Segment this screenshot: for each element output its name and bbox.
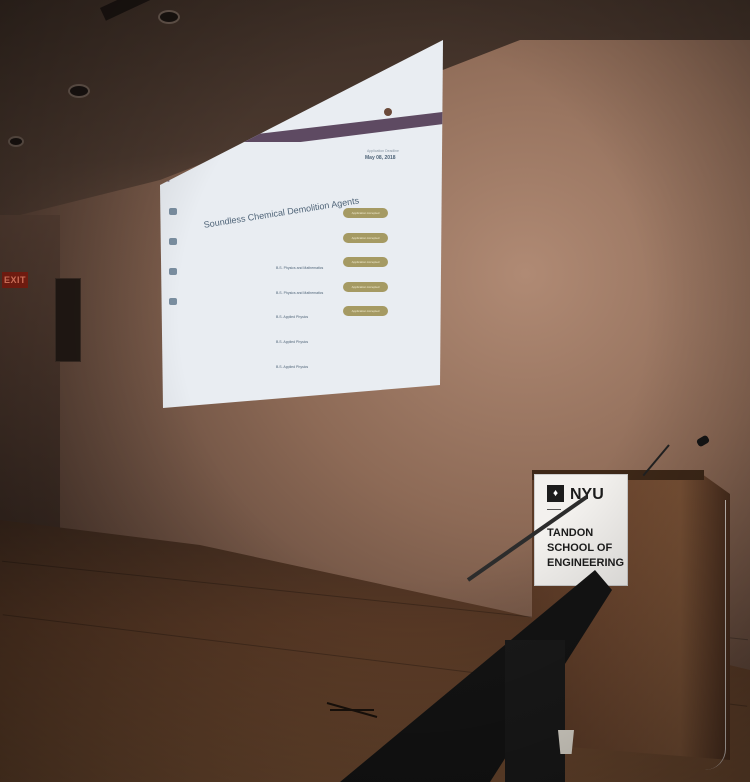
sign-line-3: ENGINEERING [547, 557, 625, 569]
sign-line-1: TANDON [547, 527, 594, 539]
applicant-degree: B.S. Physics and Mathematics [276, 290, 324, 295]
applicant-degree: B.S. Physics and Mathematics [276, 266, 324, 270]
application-action-button[interactable]: Application Accepted [343, 257, 388, 267]
application-action-button[interactable]: Application Accepted [343, 306, 388, 316]
sidebar-icon[interactable] [169, 298, 177, 305]
paper-cup [558, 730, 574, 754]
stage-mark-x [326, 702, 378, 718]
page-title: Soundless Chemical Demolition Agents [203, 195, 360, 230]
wall-panel [55, 278, 81, 362]
deadline-label: Application Deadline [367, 149, 399, 153]
sign-line-2: SCHOOL OF [547, 542, 613, 554]
table-row: B.S. Applied Physics Application Accepted [186, 306, 426, 390]
ceiling-light [158, 10, 180, 24]
podium: ♦ NYU TANDON SCHOOL OF ENGINEERING [532, 470, 732, 770]
applicant-degree: B.S. Applied Physics [276, 315, 309, 320]
podium-sign: ♦ NYU TANDON SCHOOL OF ENGINEERING [534, 474, 628, 586]
sign-divider [547, 509, 561, 510]
user-avatar [384, 108, 392, 116]
application-action-button[interactable]: Application Accepted [343, 208, 388, 218]
applicant-degree: B.S. Applied Physics [276, 364, 309, 369]
sidebar [166, 200, 186, 390]
table-row: B.S. Physics and Mathematics Application … [186, 208, 426, 286]
table-row: B.S. Applied Physics Application Accepted [186, 257, 426, 338]
applicant-degree: B.S. Applied Physics [276, 340, 309, 345]
table-row: B.S. Applied Physics Application Accepted [186, 281, 426, 364]
application-action-button[interactable]: Application Accepted [343, 232, 388, 243]
app-logo: ■ [166, 178, 170, 184]
nyu-torch-icon: ♦ [547, 485, 564, 502]
sidebar-icon[interactable] [169, 238, 177, 245]
application-action-button[interactable]: Application Accepted [343, 281, 388, 292]
sidebar-icon[interactable] [169, 268, 177, 275]
deadline-date: May 08, 2018 [365, 155, 396, 161]
left-wall [0, 215, 60, 545]
sidebar-icon[interactable] [169, 208, 177, 215]
ceiling-light [68, 84, 90, 98]
microphone-cable [705, 500, 726, 770]
ceiling-light [8, 136, 24, 147]
exit-sign: EXIT [2, 272, 28, 288]
microphone-icon [695, 434, 711, 448]
monitor-stand [505, 640, 565, 782]
table-row: B.S. Physics and Mathematics Application … [186, 232, 426, 312]
